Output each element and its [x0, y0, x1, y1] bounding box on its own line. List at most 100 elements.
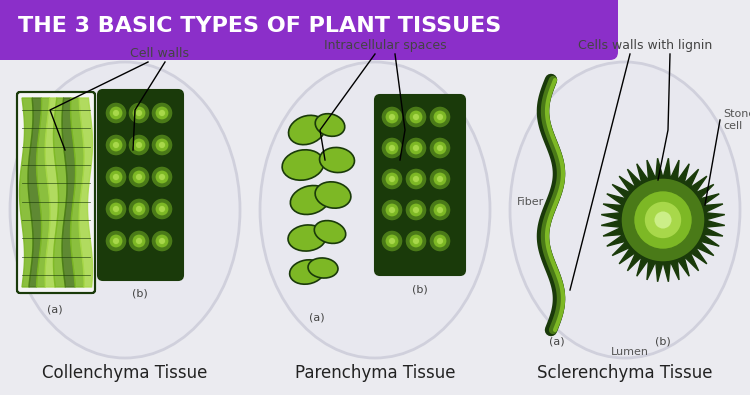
Circle shape — [105, 230, 127, 252]
Circle shape — [155, 106, 169, 120]
Circle shape — [132, 106, 146, 120]
Text: Lumen: Lumen — [611, 347, 649, 357]
Circle shape — [621, 178, 705, 262]
Circle shape — [136, 173, 142, 181]
Circle shape — [405, 106, 427, 128]
Circle shape — [433, 141, 447, 155]
Text: Sclerenchyma Tissue: Sclerenchyma Tissue — [537, 364, 712, 382]
Circle shape — [405, 230, 427, 252]
Circle shape — [433, 234, 447, 248]
Circle shape — [634, 191, 692, 249]
Circle shape — [105, 134, 127, 156]
Circle shape — [381, 199, 403, 221]
Circle shape — [413, 207, 419, 214]
Circle shape — [112, 237, 119, 245]
Circle shape — [155, 138, 169, 152]
Text: THE 3 BASIC TYPES OF PLANT TISSUES: THE 3 BASIC TYPES OF PLANT TISSUES — [18, 16, 501, 36]
Circle shape — [105, 102, 127, 124]
Text: Cells walls with lignin: Cells walls with lignin — [578, 39, 712, 52]
Circle shape — [405, 199, 427, 221]
Text: Cell walls: Cell walls — [130, 47, 190, 60]
Ellipse shape — [288, 225, 326, 251]
Circle shape — [385, 203, 399, 217]
FancyBboxPatch shape — [0, 0, 618, 60]
Circle shape — [151, 134, 173, 156]
Text: (a): (a) — [309, 312, 325, 322]
Circle shape — [151, 198, 173, 220]
Ellipse shape — [315, 182, 351, 208]
Circle shape — [158, 173, 166, 181]
Circle shape — [109, 106, 123, 120]
Polygon shape — [602, 158, 724, 282]
Circle shape — [385, 110, 399, 124]
Circle shape — [132, 234, 146, 248]
Bar — [0, 0, 590, 52]
Circle shape — [128, 198, 150, 220]
Circle shape — [436, 207, 443, 214]
Ellipse shape — [314, 220, 346, 243]
Circle shape — [151, 230, 173, 252]
Circle shape — [151, 102, 173, 124]
Circle shape — [112, 109, 119, 117]
Circle shape — [429, 137, 451, 159]
Circle shape — [433, 110, 447, 124]
Polygon shape — [45, 98, 58, 287]
Circle shape — [105, 198, 127, 220]
Circle shape — [405, 137, 427, 159]
Circle shape — [644, 201, 682, 239]
Circle shape — [155, 202, 169, 216]
Polygon shape — [79, 98, 92, 287]
Circle shape — [128, 230, 150, 252]
Circle shape — [132, 138, 146, 152]
Circle shape — [433, 203, 447, 217]
Polygon shape — [62, 98, 76, 287]
FancyBboxPatch shape — [17, 92, 95, 293]
Circle shape — [109, 170, 123, 184]
Circle shape — [136, 141, 142, 149]
Circle shape — [409, 172, 423, 186]
Circle shape — [158, 109, 166, 117]
Circle shape — [429, 106, 451, 128]
Ellipse shape — [260, 62, 490, 358]
Circle shape — [388, 113, 395, 120]
Circle shape — [413, 145, 419, 152]
Ellipse shape — [290, 186, 330, 214]
Text: (a): (a) — [549, 337, 565, 347]
Circle shape — [136, 109, 142, 117]
Circle shape — [109, 234, 123, 248]
Polygon shape — [20, 98, 33, 287]
Circle shape — [413, 175, 419, 182]
Circle shape — [388, 175, 395, 182]
Polygon shape — [28, 98, 41, 287]
Circle shape — [388, 145, 395, 152]
Text: Collenchyma Tissue: Collenchyma Tissue — [42, 364, 208, 382]
Circle shape — [385, 141, 399, 155]
Circle shape — [112, 141, 119, 149]
Text: (b): (b) — [656, 337, 670, 347]
Polygon shape — [53, 98, 67, 287]
Circle shape — [409, 110, 423, 124]
FancyBboxPatch shape — [375, 95, 465, 275]
Circle shape — [155, 170, 169, 184]
Circle shape — [158, 141, 166, 149]
Circle shape — [128, 102, 150, 124]
Circle shape — [151, 166, 173, 188]
Circle shape — [436, 145, 443, 152]
Ellipse shape — [290, 260, 324, 284]
Circle shape — [409, 141, 423, 155]
Ellipse shape — [510, 62, 740, 358]
Polygon shape — [70, 98, 84, 287]
Circle shape — [136, 237, 142, 245]
Circle shape — [158, 237, 166, 245]
Circle shape — [381, 230, 403, 252]
Circle shape — [385, 234, 399, 248]
Circle shape — [388, 207, 395, 214]
Circle shape — [436, 237, 443, 245]
Text: Fiber: Fiber — [516, 197, 544, 207]
Circle shape — [155, 234, 169, 248]
Circle shape — [381, 106, 403, 128]
Circle shape — [109, 202, 123, 216]
Ellipse shape — [10, 62, 240, 358]
Circle shape — [385, 172, 399, 186]
Circle shape — [128, 166, 150, 188]
